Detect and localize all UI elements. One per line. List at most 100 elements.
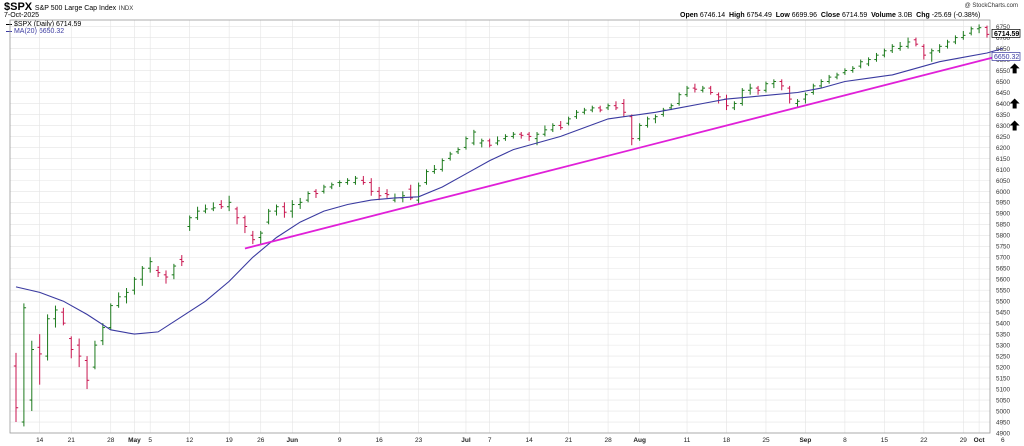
x-tick-label: 23 xyxy=(415,437,423,444)
y-tick-label: 5850 xyxy=(996,222,1011,229)
up-arrow-icon xyxy=(1009,63,1020,74)
ohlc-bar xyxy=(274,204,279,216)
ohlc-bar xyxy=(597,105,603,113)
ohlc-bar xyxy=(353,175,358,185)
y-tick-label: 6050 xyxy=(996,178,1011,185)
ohlc-bar xyxy=(716,92,721,104)
high-label: High xyxy=(729,12,745,19)
ohlc-bar xyxy=(582,107,587,115)
y-tick-label: 5050 xyxy=(996,397,1011,404)
low-value: 6699.96 xyxy=(791,12,818,19)
close-label: Close xyxy=(820,12,840,19)
y-tick-label: 5100 xyxy=(996,386,1011,393)
ohlc-bar xyxy=(53,305,58,328)
ohlc-bar xyxy=(400,191,406,203)
ohlc-bar xyxy=(819,79,824,89)
ohlc-bar xyxy=(369,178,374,196)
ohlc-bar xyxy=(937,44,942,53)
y-tick-label: 5150 xyxy=(996,375,1011,382)
legend-price-icon xyxy=(6,23,12,25)
ohlc-bar xyxy=(61,307,66,326)
ohlc-bar xyxy=(313,189,319,198)
ohlc-bar xyxy=(282,202,287,218)
ticker-symbol: $SPX xyxy=(4,1,33,13)
ohlc-bar xyxy=(882,48,887,58)
chart-date: 7-Oct-2025 xyxy=(4,12,40,19)
ohlc-bar xyxy=(803,92,808,104)
y-tick-label: 5300 xyxy=(996,343,1011,350)
ohlc-bar xyxy=(290,200,295,218)
x-tick-label: Jun xyxy=(287,437,299,444)
y-tick-label: 6650 xyxy=(996,46,1011,53)
ohlc-bar xyxy=(187,215,192,231)
ohlc-bar xyxy=(503,134,508,141)
chart-symbol-title: $SPX S&P 500 Large Cap Index INDX xyxy=(4,2,133,15)
ohlc-bar xyxy=(219,200,224,209)
open-value: 6746.14 xyxy=(699,12,726,19)
ohlc-bar xyxy=(708,85,713,95)
ohlc-bar xyxy=(195,206,200,220)
up-arrow-icon xyxy=(1009,120,1020,131)
ohlc-bar xyxy=(250,230,256,245)
ohlc-bar xyxy=(763,81,769,93)
ohlc-bar xyxy=(787,85,792,104)
y-tick-label: 6750 xyxy=(996,24,1011,31)
ohlc-bar xyxy=(37,334,42,385)
open-label: Open xyxy=(680,12,698,19)
ohlc-bar xyxy=(155,266,161,278)
ohlc-bar xyxy=(858,59,863,69)
y-tick-label: 5400 xyxy=(996,321,1011,328)
ohlc-bar xyxy=(471,129,477,146)
trendline xyxy=(244,52,1011,250)
ohlc-bar xyxy=(566,116,571,126)
ohlc-bar xyxy=(13,352,19,423)
ohlc-bar xyxy=(258,230,263,245)
legend-price-label: $SPX (Daily) 6714.59 xyxy=(13,21,82,28)
plot-frame xyxy=(9,19,991,434)
ohlc-bar xyxy=(29,340,34,412)
ohlc-bar xyxy=(740,88,745,106)
x-tick-label: 26 xyxy=(257,437,265,444)
ohlc-bar xyxy=(842,68,848,75)
x-tick-label: 15 xyxy=(881,437,889,444)
y-tick-label: 6350 xyxy=(996,112,1011,119)
ohlc-bar xyxy=(203,204,208,214)
volume-label: Volume xyxy=(871,12,896,19)
ohlc-bar xyxy=(700,85,706,93)
ohlc-bar xyxy=(574,110,579,119)
ohlc-bar xyxy=(447,151,453,161)
ohlc-bar xyxy=(826,74,832,84)
ohlc-bar xyxy=(605,103,611,111)
ohlc-bar xyxy=(45,314,50,361)
x-tick-label: 28 xyxy=(107,437,115,444)
ohlc-bar xyxy=(179,255,184,267)
y-tick-label: 6250 xyxy=(996,134,1011,141)
ma20-line xyxy=(15,47,1003,335)
x-tick-label: 14 xyxy=(526,437,534,444)
y-tick-label: 6450 xyxy=(996,90,1011,97)
ohlc-bar xyxy=(124,288,129,304)
y-tick-label: 5450 xyxy=(996,310,1011,317)
ohlc-bar xyxy=(897,41,903,51)
legend-ma-icon xyxy=(6,30,12,32)
ohlc-bar xyxy=(692,83,698,93)
ohlc-bar xyxy=(384,189,390,198)
x-tick-label: Oct xyxy=(974,437,986,444)
x-tick-label: 8 xyxy=(843,437,847,444)
ohlc-bar xyxy=(542,125,548,137)
ohlc-bar xyxy=(771,79,777,89)
legend-ma-label: MA(20) 6650.32 xyxy=(13,28,65,35)
y-tick-label: 5800 xyxy=(996,233,1011,240)
ohlc-bar xyxy=(613,101,619,111)
ohlc-bar xyxy=(795,99,800,108)
ma-price-tag-text: 6650.32 xyxy=(994,54,1019,61)
y-tick-label: 4900 xyxy=(996,430,1011,437)
y-tick-label: 5000 xyxy=(996,408,1011,415)
ohlc-bar xyxy=(724,94,729,111)
ohlc-bar xyxy=(526,132,532,141)
exchange-label: INDX xyxy=(118,6,134,12)
ohlc-bar xyxy=(558,121,563,130)
x-axis: 14 21 28 May 5 12 19 26 Jun 9 16 23 Jul 7 14 21 28 Aug 11 1… xyxy=(36,437,1005,444)
ohlc-bar xyxy=(913,37,919,47)
